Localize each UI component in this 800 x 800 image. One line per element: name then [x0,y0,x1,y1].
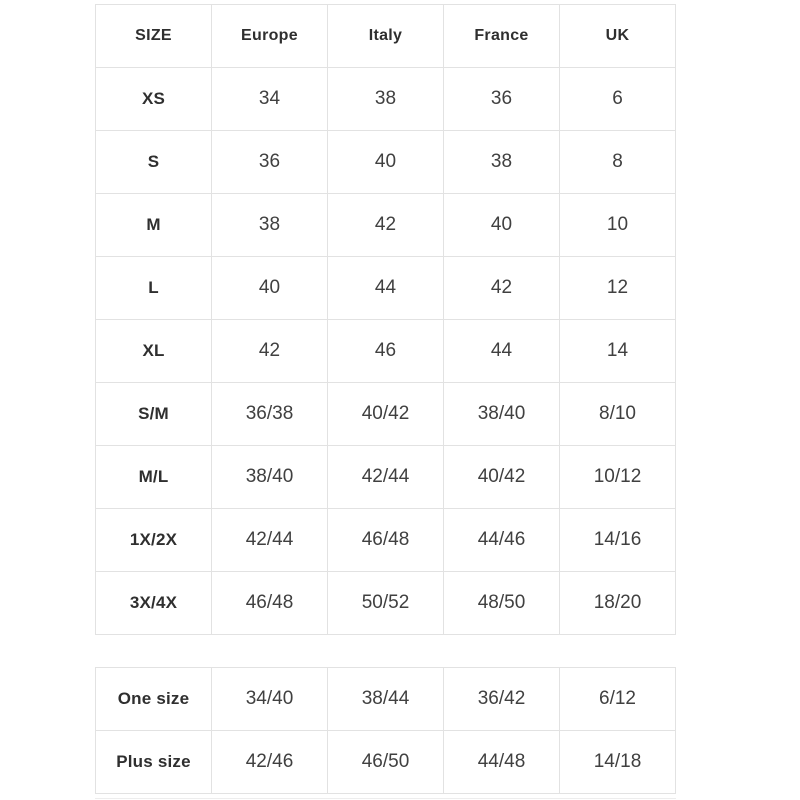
table-row-1x2x: 1X/2X 42/44 46/48 44/46 14/16 [95,508,676,572]
value-cell: 40 [211,256,328,320]
column-header-uk: UK [559,4,676,68]
value-cell: 40/42 [327,382,444,446]
value-cell: 38 [211,193,328,257]
value-cell: 40 [443,193,560,257]
row-label-cell: One size [95,667,212,731]
value-cell: 36 [211,130,328,194]
value-cell: 6/12 [559,667,676,731]
value-cell: 6 [559,67,676,131]
column-header-europe: Europe [211,4,328,68]
value-cell: 36 [443,67,560,131]
table-row-xl: XL 42 46 44 14 [95,319,676,383]
value-cell: 42 [443,256,560,320]
value-cell: 12 [559,256,676,320]
value-cell: 46/50 [327,730,444,794]
table-row-ml: M/L 38/40 42/44 40/42 10/12 [95,445,676,509]
column-header-italy: Italy [327,4,444,68]
row-label-cell: XL [95,319,212,383]
table-row-plus-size: Plus size 42/46 46/50 44/48 14/18 [95,730,676,794]
size-chart-area: SIZE Europe Italy France UK XS 34 38 36 … [95,4,676,800]
value-cell: 14/16 [559,508,676,572]
value-cell: 46 [327,319,444,383]
row-label-cell: 1X/2X [95,508,212,572]
value-cell: 46/48 [211,571,328,635]
value-cell: 44/46 [443,508,560,572]
row-label-cell: M/L [95,445,212,509]
size-conversion-table: SIZE Europe Italy France UK XS 34 38 36 … [95,4,676,635]
table-row-m: M 38 42 40 10 [95,193,676,257]
column-header-france: France [443,4,560,68]
row-label-cell: L [95,256,212,320]
value-cell: 14 [559,319,676,383]
table-row-one-size: One size 34/40 38/44 36/42 6/12 [95,667,676,731]
table-row-l: L 40 44 42 12 [95,256,676,320]
value-cell: 38/40 [443,382,560,446]
value-cell: 42 [211,319,328,383]
header-row: SIZE Europe Italy France UK [95,4,676,68]
value-cell: 34/40 [211,667,328,731]
value-cell: 8/10 [559,382,676,446]
table-row-sm: S/M 36/38 40/42 38/40 8/10 [95,382,676,446]
value-cell: 44 [443,319,560,383]
value-cell: 42/46 [211,730,328,794]
column-header-size: SIZE [95,4,212,68]
value-cell: 34 [211,67,328,131]
value-cell: 40 [327,130,444,194]
value-cell: 44 [327,256,444,320]
value-cell: 38 [327,67,444,131]
value-cell: 36/42 [443,667,560,731]
row-label-cell: S/M [95,382,212,446]
value-cell: 38/44 [327,667,444,731]
value-cell: 46/48 [327,508,444,572]
value-cell: 50/52 [327,571,444,635]
row-label-cell: 3X/4X [95,571,212,635]
row-label-cell: M [95,193,212,257]
value-cell: 42/44 [211,508,328,572]
row-label-cell: XS [95,67,212,131]
value-cell: 10 [559,193,676,257]
row-label-cell: S [95,130,212,194]
table-row-xs: XS 34 38 36 6 [95,67,676,131]
value-cell: 18/20 [559,571,676,635]
value-cell: 8 [559,130,676,194]
value-cell: 42/44 [327,445,444,509]
value-cell: 44/48 [443,730,560,794]
special-sizes-table: One size 34/40 38/44 36/42 6/12 Plus siz… [95,667,676,794]
cutoff-next-table-edge [95,798,676,800]
value-cell: 36/38 [211,382,328,446]
value-cell: 38/40 [211,445,328,509]
value-cell: 14/18 [559,730,676,794]
value-cell: 42 [327,193,444,257]
value-cell: 48/50 [443,571,560,635]
value-cell: 40/42 [443,445,560,509]
table-row-3x4x: 3X/4X 46/48 50/52 48/50 18/20 [95,571,676,635]
row-label-cell: Plus size [95,730,212,794]
value-cell: 38 [443,130,560,194]
value-cell: 10/12 [559,445,676,509]
table-row-s: S 36 40 38 8 [95,130,676,194]
